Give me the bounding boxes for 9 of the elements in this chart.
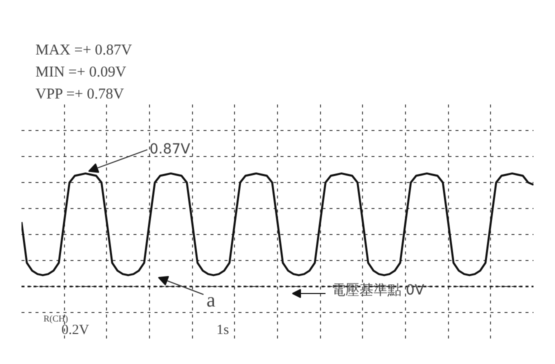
text: 0.2V (62, 323, 90, 338)
text: R(CH) (44, 314, 68, 324)
text: 1s (216, 323, 229, 338)
text: VPP =+ 0.78V (36, 86, 124, 102)
ref-line-label: 電壓基準點 0V (331, 282, 425, 298)
text: MIN =+ 0.09V (36, 64, 126, 80)
text: MAX =+ 0.87V (36, 42, 132, 58)
annotation: 0.87V (150, 142, 191, 158)
text: a (206, 290, 216, 312)
